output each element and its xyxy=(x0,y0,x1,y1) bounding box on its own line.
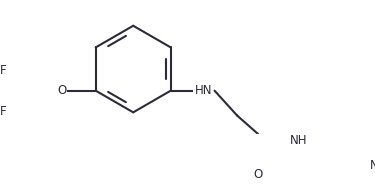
Text: NH: NH xyxy=(290,134,307,147)
Text: F: F xyxy=(0,64,6,77)
Text: HN: HN xyxy=(194,84,212,97)
Text: N: N xyxy=(370,159,375,172)
Text: O: O xyxy=(253,169,262,181)
Text: F: F xyxy=(0,105,6,118)
Text: O: O xyxy=(57,84,66,97)
